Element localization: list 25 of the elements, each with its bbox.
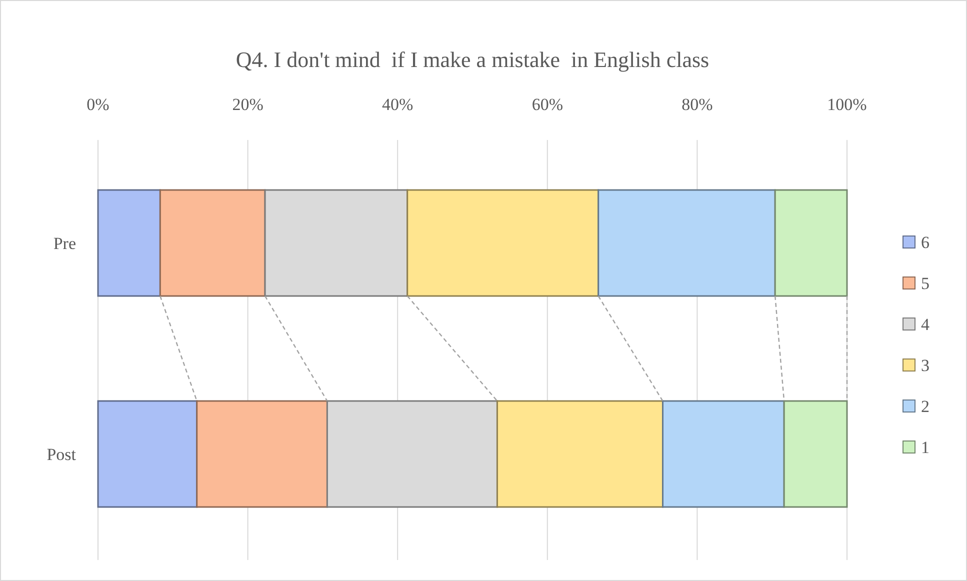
x-tick-label: 0% xyxy=(86,95,110,114)
bar xyxy=(97,189,161,297)
x-tick-label: 40% xyxy=(382,95,414,114)
x-tick-label: 80% xyxy=(682,95,713,114)
legend-label: 2 xyxy=(921,397,930,416)
y-tick-label: Pre xyxy=(53,234,76,253)
bar xyxy=(406,189,600,297)
legend-label: 5 xyxy=(921,274,930,293)
legend-label: 3 xyxy=(921,356,930,375)
chart-title: Q4. I don't mind if I make a mistake in English class xyxy=(236,47,710,72)
bar xyxy=(496,400,664,508)
legend-label: 1 xyxy=(921,438,930,457)
bar xyxy=(159,189,266,297)
bar xyxy=(97,400,198,508)
legend-label: 4 xyxy=(921,315,930,334)
x-tick-label: 20% xyxy=(232,95,264,114)
bar xyxy=(783,400,848,508)
bar xyxy=(774,189,848,297)
y-tick-label: Post xyxy=(46,445,76,464)
legend-label: 6 xyxy=(921,233,930,252)
x-tick-label: 100% xyxy=(827,95,867,114)
bar xyxy=(662,400,785,508)
bar xyxy=(598,189,776,297)
bar xyxy=(196,400,328,508)
x-tick-label: 60% xyxy=(532,95,563,114)
